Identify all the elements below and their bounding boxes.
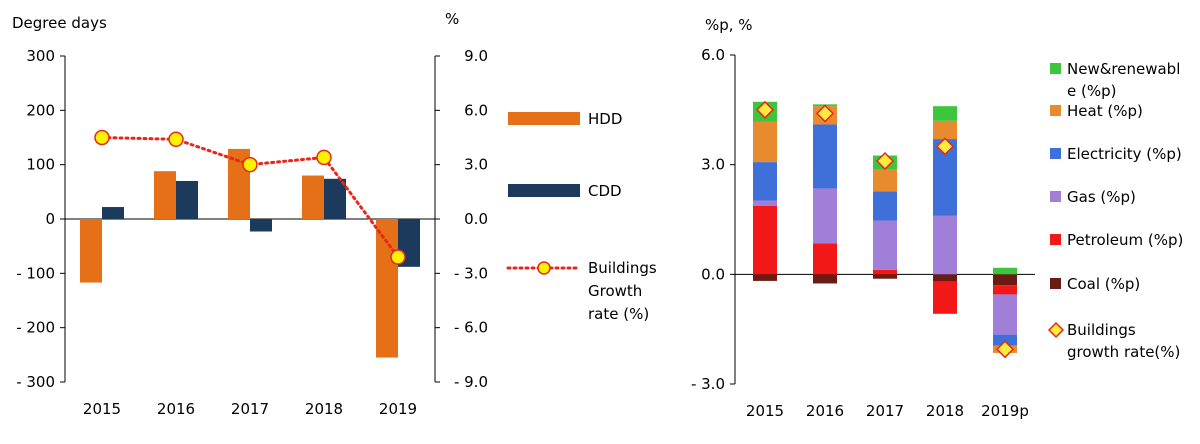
left-y-tick-label: 200 xyxy=(26,101,55,119)
legend-renewable-swatch xyxy=(1050,63,1061,74)
legend-renewable-label: New&renewabl xyxy=(1067,60,1180,78)
buildings-growth-diamond-2016 xyxy=(815,104,835,123)
coal-segment-2015 xyxy=(753,274,777,281)
legend-growth-label-line: Growth xyxy=(588,282,642,300)
growth-rate-point-2018 xyxy=(316,149,332,166)
buildings-growth-diamond-2017 xyxy=(875,151,895,171)
left-x-tick-label: 2015 xyxy=(83,400,121,418)
petroleum-segment-2016 xyxy=(813,243,837,275)
petroleum-segment-2017 xyxy=(873,269,897,275)
buildings-growth-diamond-2015 xyxy=(755,100,775,119)
right-y-tick-label: 6.0 xyxy=(464,101,488,119)
right-chart-x-tick-label: 2017 xyxy=(866,402,904,420)
left-x-tick-label: 2016 xyxy=(157,400,195,418)
right-chart-y-tick-label: 3.0 xyxy=(701,156,725,174)
left-y-tick-label: 100 xyxy=(26,156,55,174)
left-y-tick-label: - 200 xyxy=(16,319,55,337)
right-chart-y-tick-label: 6.0 xyxy=(701,46,725,64)
legend-coal-label: Coal (%p) xyxy=(1067,275,1140,293)
legend-hdd-swatch xyxy=(508,112,580,125)
left-x-tick-label: 2019 xyxy=(379,400,417,418)
gas-segment-2015 xyxy=(753,200,777,206)
left-y-tick-label: - 100 xyxy=(16,264,55,282)
left-x-tick-label: 2018 xyxy=(305,400,343,418)
electricity-segment-2016 xyxy=(813,124,837,189)
heat-segment-2015 xyxy=(753,121,777,163)
electricity-segment-2019p xyxy=(993,334,1017,346)
right-chart-axis-title: %p, % xyxy=(705,16,753,34)
right-y-tick-label: 9.0 xyxy=(464,47,488,65)
gas-segment-2017 xyxy=(873,220,897,270)
legend-gas-label: Gas (%p) xyxy=(1067,188,1136,206)
legend-heat-label: Heat (%p) xyxy=(1067,102,1143,120)
legend-growth-diamond xyxy=(1047,321,1065,339)
right-chart-x-tick-label: 2015 xyxy=(746,402,784,420)
legend-coal-swatch xyxy=(1050,278,1061,289)
gas-segment-2016 xyxy=(813,188,837,244)
legend-growth-label: growth rate(%) xyxy=(1067,343,1180,361)
hdd-bar-2018 xyxy=(302,175,324,219)
legend-growth-marker xyxy=(537,261,551,275)
renewable-segment-2019p xyxy=(993,267,1017,275)
renewable-segment-2018 xyxy=(933,106,957,121)
right-chart-x-tick-label: 2016 xyxy=(806,402,844,420)
legend-cdd-label: CDD xyxy=(588,182,622,200)
right-chart-y-tick-label: - 3.0 xyxy=(691,375,725,393)
right-chart-x-tick-label: 2019p xyxy=(981,402,1029,420)
legend-petroleum-swatch xyxy=(1050,234,1061,245)
left-y-tick-label: - 300 xyxy=(16,373,55,391)
growth-rate-point-2017 xyxy=(242,156,258,173)
left-y-tick-label: 300 xyxy=(26,47,55,65)
right-y-tick-label: - 3.0 xyxy=(454,264,488,282)
petroleum-segment-2018 xyxy=(933,281,957,314)
right-axis-title: % xyxy=(445,10,459,28)
legend-heat-swatch xyxy=(1050,105,1061,116)
hdd-bar-2016 xyxy=(154,171,176,219)
cdd-bar-2017 xyxy=(250,219,272,232)
legend-electricity-swatch xyxy=(1050,148,1061,159)
right-chart-x-tick-label: 2018 xyxy=(926,402,964,420)
cdd-bar-2016 xyxy=(176,180,198,219)
cdd-bar-2018 xyxy=(324,178,346,219)
legend-cdd-swatch xyxy=(508,184,580,197)
legend-electricity-label: Electricity (%p) xyxy=(1067,145,1182,163)
gas-segment-2019p xyxy=(993,294,1017,335)
petroleum-segment-2015 xyxy=(753,205,777,275)
coal-segment-2019p xyxy=(993,274,1017,286)
growth-rate-point-2019 xyxy=(390,249,406,265)
legend-gas-swatch xyxy=(1050,191,1061,202)
electricity-segment-2017 xyxy=(873,191,897,221)
legend-growth-label-line: Buildings xyxy=(588,259,657,277)
cdd-bar-2015 xyxy=(102,207,124,219)
gas-segment-2018 xyxy=(933,215,957,275)
coal-segment-2016 xyxy=(813,274,837,284)
left-x-tick-label: 2017 xyxy=(231,400,269,418)
right-y-tick-label: 0.0 xyxy=(464,210,488,228)
electricity-segment-2015 xyxy=(753,162,777,201)
right-y-tick-label: - 6.0 xyxy=(454,319,488,337)
growth-rate-point-2015 xyxy=(94,129,110,146)
hdd-bar-2015 xyxy=(80,219,102,283)
left-axis-title: Degree days xyxy=(12,14,107,32)
buildings-growth-diamond-2019p xyxy=(995,340,1015,359)
right-y-tick-label: 3.0 xyxy=(464,156,488,174)
left-y-tick-label: 0 xyxy=(45,210,55,228)
petroleum-segment-2019p xyxy=(993,285,1017,295)
legend-petroleum-label: Petroleum (%p) xyxy=(1067,231,1183,249)
heat-segment-2018 xyxy=(933,120,957,140)
legend-growth-label-line: rate (%) xyxy=(588,305,649,323)
coal-segment-2017 xyxy=(873,274,897,279)
legend-hdd-label: HDD xyxy=(588,110,622,128)
legend-renewable-label: e (%p) xyxy=(1067,82,1116,100)
heat-segment-2017 xyxy=(873,169,897,192)
coal-segment-2018 xyxy=(933,274,957,282)
right-y-tick-label: - 9.0 xyxy=(454,373,488,391)
right-chart-y-tick-label: 0.0 xyxy=(701,265,725,283)
legend-growth-label: Buildings xyxy=(1067,321,1136,339)
buildings-growth-diamond-2018 xyxy=(935,137,955,156)
growth-rate-point-2016 xyxy=(168,131,184,148)
